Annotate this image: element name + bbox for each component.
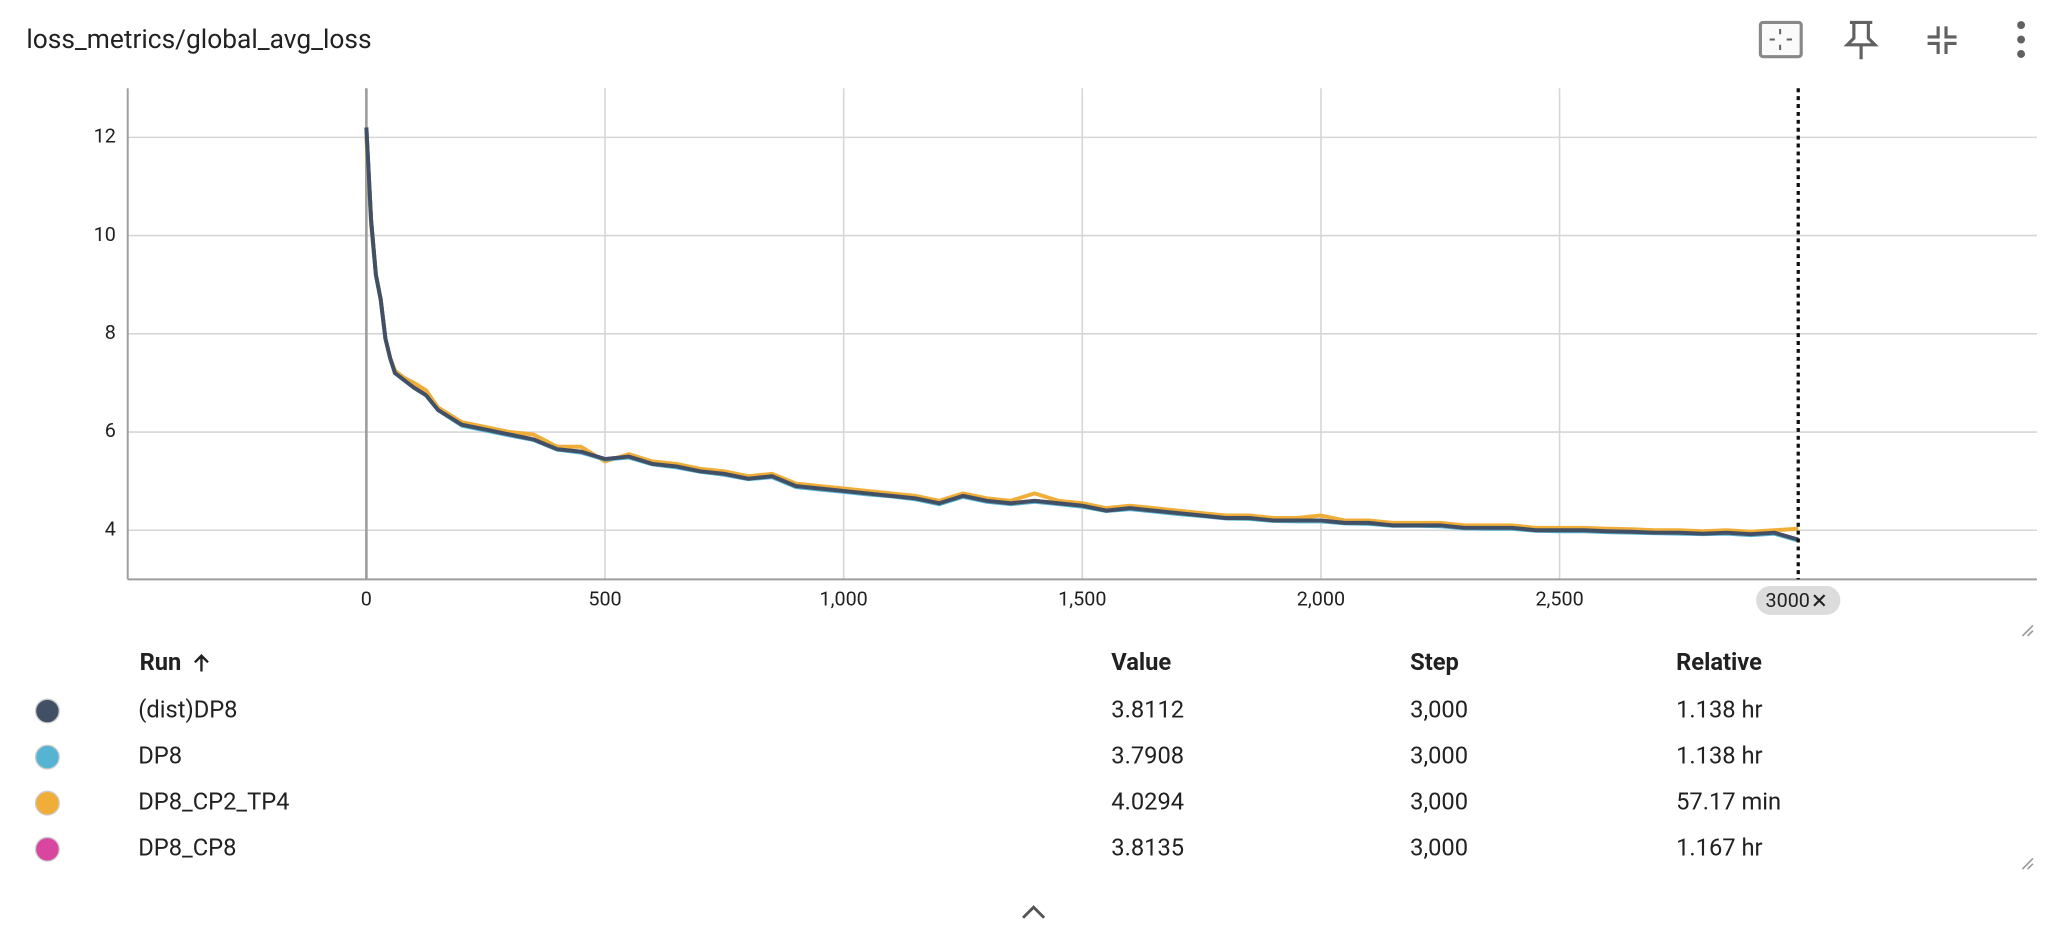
expand-chevron[interactable] bbox=[1022, 905, 1046, 919]
table-cell: 1.138 hr bbox=[1676, 695, 1762, 723]
collapse-button[interactable] bbox=[1927, 26, 1957, 55]
table-cell: 3,000 bbox=[1410, 787, 1468, 815]
sort-arrow bbox=[194, 654, 209, 672]
resize-handle[interactable] bbox=[2021, 624, 2034, 870]
run-table: Run Value Step Relative (dist)DP8 3.8112 3,000… bbox=[34, 648, 1781, 862]
table-cell: 1.138 hr bbox=[1676, 741, 1762, 769]
table-cell: 4.0294 bbox=[1111, 787, 1184, 815]
column-header: Run bbox=[140, 648, 182, 676]
column-header: Step bbox=[1410, 648, 1459, 676]
y-tick-label: 8 bbox=[105, 321, 116, 344]
run-color-dot bbox=[34, 698, 60, 724]
menu-button[interactable] bbox=[2017, 21, 2026, 58]
table-cell: 3,000 bbox=[1410, 695, 1468, 723]
table-cell: 57.17 min bbox=[1676, 787, 1781, 815]
x-tick-label: 1,500 bbox=[1058, 588, 1106, 611]
run-color-dot bbox=[34, 744, 60, 770]
run-color-dot bbox=[34, 836, 60, 862]
column-header: Relative bbox=[1676, 648, 1762, 676]
loss-line bbox=[364, 127, 1799, 542]
card-title: loss_metrics/global_avg_loss bbox=[26, 25, 371, 55]
table-cell: DP8 bbox=[138, 741, 182, 769]
table-cell: 3.7908 bbox=[1111, 741, 1184, 769]
fit-button[interactable] bbox=[1758, 20, 1803, 59]
y-tick-label: 12 bbox=[94, 125, 116, 148]
y-tick-label: 6 bbox=[105, 419, 116, 442]
fit-icon bbox=[1769, 28, 1792, 51]
pin-button[interactable] bbox=[1843, 20, 1879, 60]
table-cell: 3.8135 bbox=[1111, 834, 1184, 862]
x-tick-label: 1,000 bbox=[820, 588, 868, 611]
column-header: Value bbox=[1111, 648, 1171, 676]
y-tick-label: 10 bbox=[94, 223, 116, 246]
table-cell: (dist)DP8 bbox=[138, 695, 237, 723]
plot: 4 6 8 10 12 0 500 1,000 1,500 2,000 2,500 3000 bbox=[94, 88, 2037, 615]
table-cell: 3.8112 bbox=[1111, 695, 1184, 723]
table-cell: 3,000 bbox=[1410, 741, 1468, 769]
cursor-close bbox=[1813, 594, 1826, 607]
x-tick-label: 500 bbox=[588, 588, 621, 611]
table-cell: 1.167 hr bbox=[1676, 834, 1762, 862]
toolbar bbox=[1758, 20, 2026, 60]
table-cell: DP8_CP2_TP4 bbox=[138, 787, 289, 815]
y-tick-label: 4 bbox=[105, 517, 116, 540]
cursor-label: 3000 bbox=[1766, 589, 1810, 612]
x-tick-label: 0 bbox=[361, 588, 372, 611]
cursor-pill bbox=[1756, 585, 1841, 615]
table-cell: 3,000 bbox=[1410, 834, 1468, 862]
x-tick-label: 2,500 bbox=[1535, 588, 1583, 611]
loss-line bbox=[364, 137, 1799, 534]
run-color-dot bbox=[34, 790, 60, 816]
table-cell: DP8_CP8 bbox=[138, 834, 236, 862]
x-tick-label: 2,000 bbox=[1297, 588, 1345, 611]
